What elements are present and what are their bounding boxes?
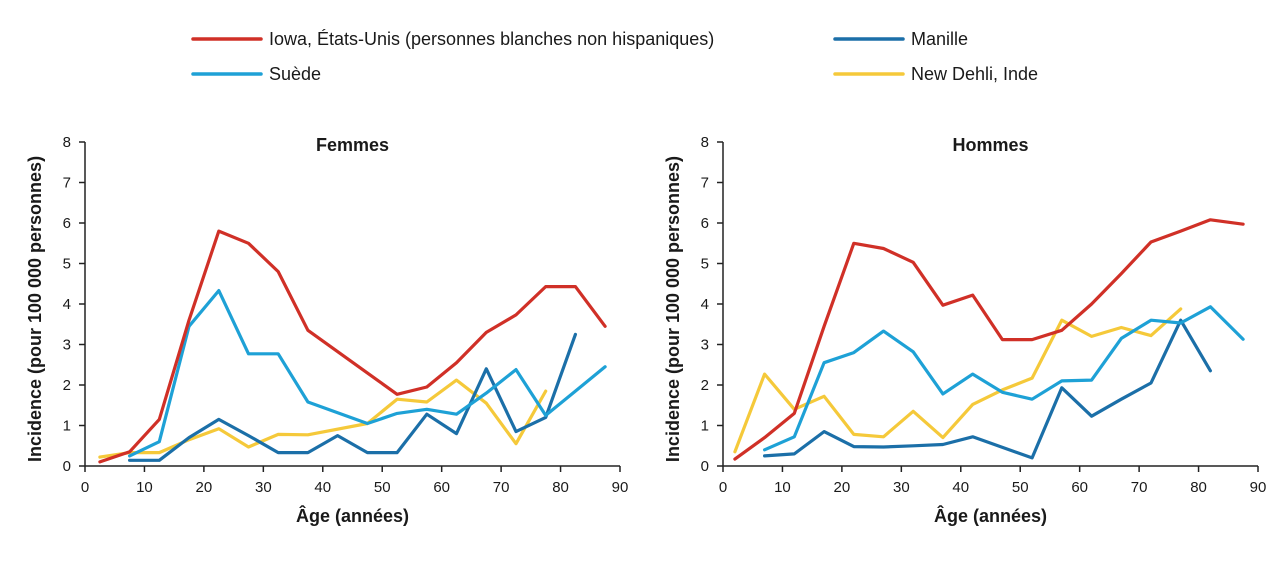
x-tick-label: 20	[834, 479, 851, 496]
x-tick-label: 60	[433, 479, 450, 496]
y-tick-label: 1	[701, 418, 709, 435]
x-tick-label: 0	[81, 479, 89, 496]
legend-item-iowa-etats-unis-personnes-blanches-non-hispaniques: Iowa, États-Unis (personnes blanches non…	[191, 29, 714, 49]
y-tick-label: 8	[701, 134, 709, 151]
y-tick-label: 5	[701, 256, 709, 273]
x-tick-label: 80	[1190, 479, 1207, 496]
y-tick-label: 2	[63, 377, 71, 394]
y-tick-label: 3	[701, 337, 709, 354]
x-axis-label: Âge (années)	[296, 505, 409, 526]
y-tick-label: 8	[63, 134, 71, 151]
x-tick-label: 0	[719, 479, 727, 496]
x-tick-label: 20	[196, 479, 213, 496]
legend-item-manille: Manille	[833, 29, 968, 49]
y-tick-label: 6	[701, 215, 709, 232]
y-tick-label: 6	[63, 215, 71, 232]
x-axis-label: Âge (années)	[934, 505, 1047, 526]
chart-title: Hommes	[952, 135, 1028, 155]
y-tick-label: 0	[701, 458, 709, 475]
series-line-iowa-etats-unis-personnes-blanches-non-hispaniques	[98, 229, 607, 464]
y-tick-label: 7	[63, 175, 71, 192]
series-line-new-dehli-inde	[98, 378, 548, 459]
y-tick-label: 3	[63, 337, 71, 354]
x-tick-label: 40	[314, 479, 331, 496]
series-line-manille	[128, 332, 578, 462]
x-tick-label: 70	[1131, 479, 1148, 496]
series-line-new-dehli-inde	[733, 307, 1183, 454]
series-line-manille	[762, 318, 1213, 460]
legend-item-suede: Suède	[191, 64, 321, 84]
y-tick-label: 7	[701, 175, 709, 192]
y-tick-label: 2	[701, 377, 709, 394]
x-tick-label: 10	[774, 479, 791, 496]
x-tick-label: 90	[1250, 479, 1267, 496]
x-tick-label: 30	[255, 479, 272, 496]
x-tick-label: 50	[374, 479, 391, 496]
legend: Iowa, États-Unis (personnes blanches non…	[191, 29, 1038, 84]
chart-title: Femmes	[316, 135, 389, 155]
x-tick-label: 10	[136, 479, 153, 496]
y-tick-label: 5	[63, 256, 71, 273]
y-axis-label: Incidence (pour 100 000 personnes)	[663, 156, 683, 462]
y-tick-label: 1	[63, 418, 71, 435]
series-line-iowa-etats-unis-personnes-blanches-non-hispaniques	[733, 218, 1245, 461]
legend-label: New Dehli, Inde	[911, 64, 1038, 84]
legend-item-new-dehli-inde: New Dehli, Inde	[833, 64, 1038, 84]
x-tick-label: 40	[952, 479, 969, 496]
x-tick-label: 60	[1071, 479, 1088, 496]
y-tick-label: 0	[63, 458, 71, 475]
x-tick-label: 80	[552, 479, 569, 496]
y-tick-label: 4	[701, 296, 709, 313]
x-tick-label: 30	[893, 479, 910, 496]
legend-label: Iowa, États-Unis (personnes blanches non…	[269, 29, 714, 49]
y-tick-label: 4	[63, 296, 71, 313]
y-axis-label: Incidence (pour 100 000 personnes)	[25, 156, 45, 462]
legend-label: Manille	[911, 29, 968, 49]
series-line-suede	[762, 305, 1245, 452]
series-line-suede	[128, 289, 607, 458]
x-tick-label: 90	[612, 479, 629, 496]
x-tick-label: 50	[1012, 479, 1029, 496]
x-tick-label: 70	[493, 479, 510, 496]
legend-label: Suède	[269, 64, 321, 84]
